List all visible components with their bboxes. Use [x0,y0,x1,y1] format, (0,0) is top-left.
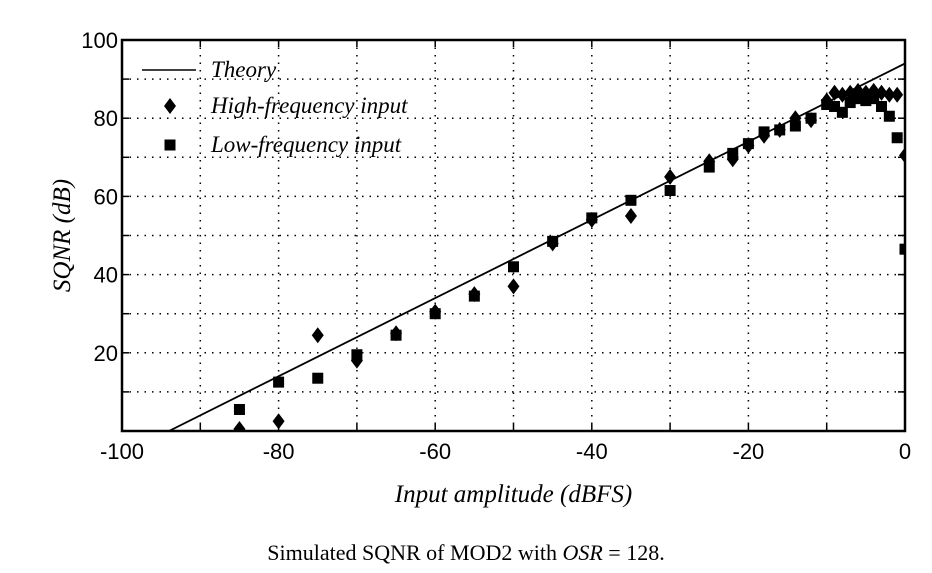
legend-label: Low-frequency input [210,132,402,157]
low-frequency-point [664,185,676,197]
y-tick-label: 20 [94,341,118,366]
x-tick-label: -40 [576,439,608,464]
low-frequency-point [351,349,363,361]
low-frequency-point [586,212,598,224]
x-tick-label: -60 [419,439,451,464]
high-frequency-point [828,84,841,101]
legend-label: High-frequency input [210,93,408,118]
y-tick-label: 60 [94,184,118,209]
low-frequency-point [312,372,324,384]
high-frequency-point [311,327,324,344]
low-frequency-point [429,308,441,320]
high-frequency-point [507,278,520,295]
low-frequency-point [836,106,848,118]
legend-diamond-marker [164,98,176,114]
y-tick-label: 40 [94,263,118,288]
low-frequency-point [899,243,905,255]
low-frequency-point [876,100,888,112]
low-frequency-point [233,403,245,415]
caption-text: Simulated SQNR of MOD2 with [267,540,563,565]
y-tick-label: 80 [94,106,118,131]
low-frequency-point [868,93,880,105]
low-frequency-point [774,124,786,136]
caption-value: = 128. [602,540,665,565]
y-axis-label: SQNR (dB) [49,179,76,292]
caption-osr: OSR [562,540,603,565]
low-frequency-point [758,126,770,138]
low-frequency-point [883,110,895,122]
low-frequency-point [844,97,856,109]
low-frequency-point [727,147,739,159]
high-frequency-point [891,86,904,103]
low-frequency-point [852,93,864,105]
figure-caption: Simulated SQNR of MOD2 with OSR = 128. [0,540,932,566]
legend-label: Theory [211,57,277,82]
high-frequency-point [624,207,637,224]
low-frequency-point [273,376,285,388]
low-frequency-point [742,138,754,150]
low-frequency-point [891,132,903,144]
data-layer [168,62,905,431]
high-frequency-point [233,421,246,431]
low-frequency-point [625,194,637,206]
low-frequency-point [860,95,872,107]
low-frequency-point [390,329,402,341]
y-tick-label: 100 [81,28,118,53]
x-tick-label: -100 [100,439,144,464]
low-frequency-point [703,161,715,173]
x-tick-label: -80 [263,439,295,464]
plot-frame [120,38,907,433]
high-frequency-point [883,86,896,103]
low-frequency-point [508,261,519,273]
legend-square-marker [164,139,176,151]
x-tick-label: 0 [899,439,911,464]
high-frequency-point [664,168,677,185]
x-axis-label: Input amplitude (dBFS) [394,481,632,508]
low-frequency-point [805,112,817,124]
low-frequency-point [821,99,833,111]
high-frequency-point [272,413,285,430]
low-frequency-point [789,120,801,132]
low-frequency-point [829,100,841,112]
high-frequency-point [899,147,905,164]
low-frequency-point [468,290,480,302]
low-frequency-point [547,235,559,247]
x-tick-label: -20 [733,439,765,464]
